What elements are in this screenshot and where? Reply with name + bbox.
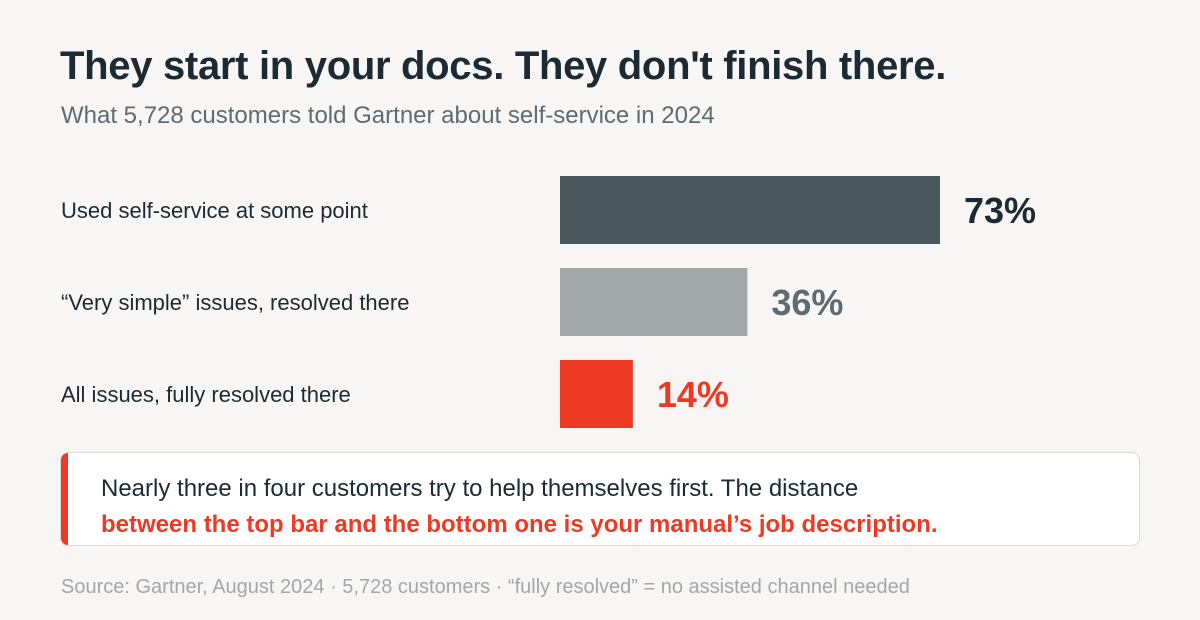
value-label: 36% bbox=[771, 282, 843, 323]
bar bbox=[560, 176, 940, 244]
bar bbox=[560, 360, 633, 428]
insight-callout: Nearly three in four customers try to he… bbox=[60, 452, 1140, 546]
category-label: Used self-service at some point bbox=[61, 198, 368, 223]
chart-title: They start in your docs. They don't fini… bbox=[60, 44, 947, 88]
category-label: All issues, fully resolved there bbox=[61, 382, 351, 407]
source-note: Source: Gartner, August 2024 · 5,728 cus… bbox=[61, 576, 910, 598]
callout-accent-bar bbox=[61, 453, 68, 545]
callout-text: Nearly three in four customers try to he… bbox=[101, 471, 1115, 543]
bar-chart: Used self-service at some point 73% “Very … bbox=[61, 176, 1036, 428]
category-label: “Very simple” issues, resolved there bbox=[61, 290, 409, 315]
callout-text-highlight: between the top bar and the bottom one i… bbox=[101, 511, 938, 538]
value-label: 14% bbox=[657, 374, 729, 415]
chart-subtitle: What 5,728 customers told Gartner about … bbox=[61, 102, 715, 129]
bar bbox=[560, 268, 748, 336]
callout-text-plain: Nearly three in four customers try to he… bbox=[101, 475, 859, 502]
value-label: 73% bbox=[964, 190, 1036, 231]
